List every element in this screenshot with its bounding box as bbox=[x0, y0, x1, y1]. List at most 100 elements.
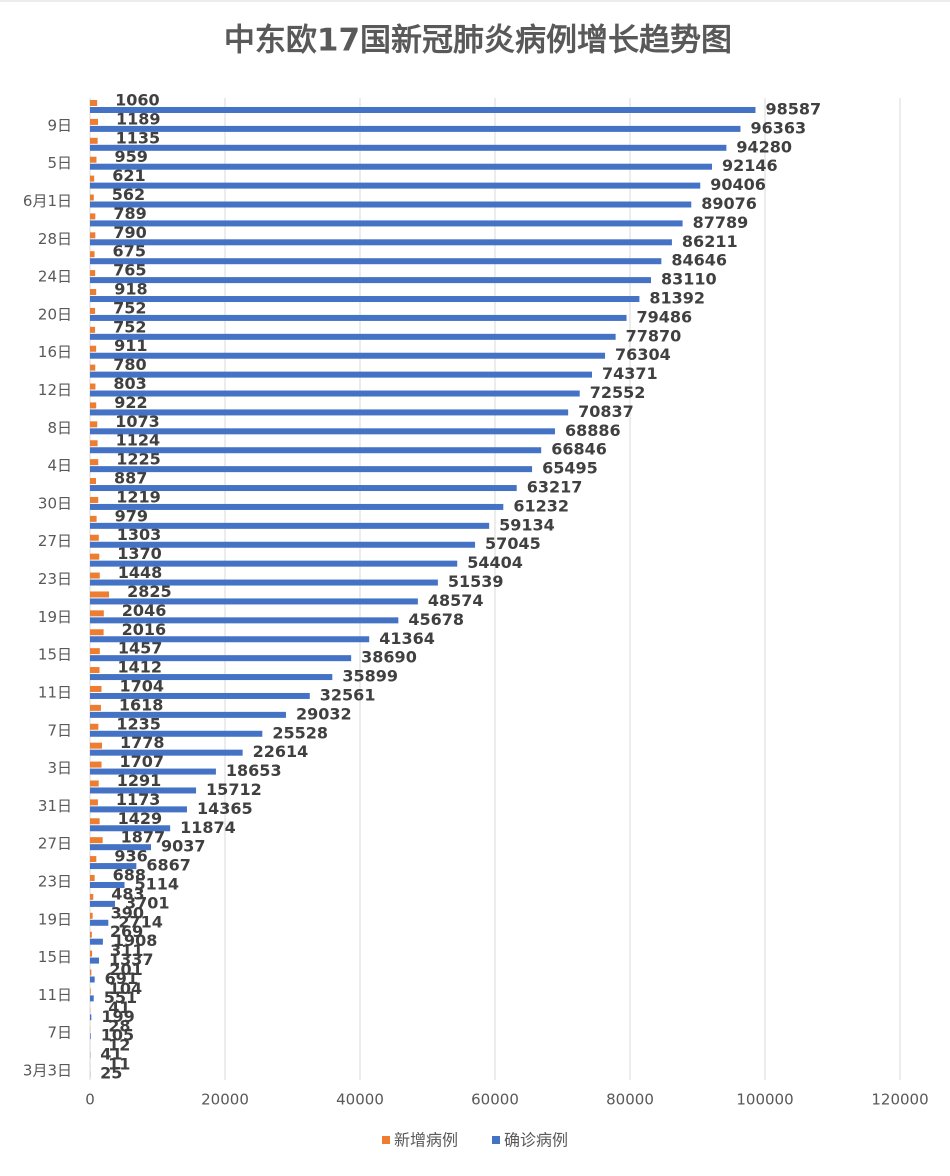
data-label: 35899 bbox=[342, 667, 398, 686]
data-label: 83110 bbox=[661, 270, 717, 289]
x-tick-label: 40000 bbox=[336, 1091, 384, 1109]
data-label: 15712 bbox=[206, 780, 262, 799]
bar bbox=[90, 932, 92, 938]
data-label: 63217 bbox=[527, 478, 583, 497]
bar bbox=[90, 213, 95, 219]
data-label: 92146 bbox=[722, 156, 778, 175]
bar bbox=[90, 894, 93, 900]
bar bbox=[90, 258, 661, 264]
bar bbox=[90, 951, 92, 957]
bar bbox=[90, 485, 517, 491]
bar bbox=[90, 762, 102, 768]
data-label: 11874 bbox=[180, 818, 236, 837]
bar bbox=[90, 126, 740, 132]
y-tick-label: 15日 bbox=[38, 646, 72, 664]
y-tick-label: 27日 bbox=[38, 835, 72, 853]
data-label: 54404 bbox=[467, 553, 523, 572]
bar bbox=[90, 591, 109, 597]
bar bbox=[90, 667, 100, 673]
bar bbox=[90, 920, 108, 926]
data-label: 1060 bbox=[115, 91, 160, 110]
data-label: 41364 bbox=[379, 629, 435, 648]
bar bbox=[90, 573, 100, 579]
bar bbox=[90, 327, 95, 333]
bar bbox=[90, 138, 98, 144]
y-tick-label: 23日 bbox=[38, 570, 72, 588]
bar bbox=[90, 743, 102, 749]
bar bbox=[90, 497, 98, 503]
bar bbox=[90, 995, 94, 1001]
bar bbox=[90, 561, 457, 567]
bar bbox=[90, 787, 196, 793]
bar bbox=[90, 447, 541, 453]
y-tick-label: 19日 bbox=[38, 608, 72, 626]
bar bbox=[90, 308, 95, 314]
data-label: 72552 bbox=[590, 383, 646, 402]
data-label: 3701 bbox=[125, 893, 170, 912]
bar bbox=[90, 610, 104, 616]
bar bbox=[90, 580, 438, 586]
data-label: 98587 bbox=[765, 100, 821, 119]
bar bbox=[90, 251, 95, 257]
data-label: 68886 bbox=[565, 421, 621, 440]
x-tick-label: 60000 bbox=[471, 1091, 519, 1109]
data-label: 5114 bbox=[135, 874, 180, 893]
bar bbox=[90, 365, 95, 371]
y-tick-label: 28日 bbox=[38, 230, 72, 248]
data-label: 70837 bbox=[578, 402, 634, 421]
bar bbox=[90, 428, 555, 434]
y-tick-label: 11日 bbox=[38, 683, 72, 701]
y-tick-label: 23日 bbox=[38, 872, 72, 890]
bar bbox=[90, 232, 95, 238]
data-label: 1337 bbox=[109, 950, 154, 969]
y-tick-label: 24日 bbox=[38, 268, 72, 286]
y-tick-label: 19日 bbox=[38, 910, 72, 928]
bar bbox=[90, 176, 94, 182]
data-label: 2714 bbox=[118, 912, 163, 931]
bar bbox=[90, 440, 98, 446]
bar bbox=[90, 296, 639, 302]
data-label: 14365 bbox=[197, 799, 253, 818]
bar bbox=[90, 724, 98, 730]
y-tick-label: 20日 bbox=[38, 305, 72, 323]
data-label: 57045 bbox=[485, 534, 541, 553]
bar bbox=[90, 1033, 91, 1039]
bar bbox=[90, 686, 102, 692]
data-label: 66846 bbox=[551, 440, 607, 459]
bar bbox=[90, 750, 243, 756]
data-label: 105 bbox=[101, 1026, 134, 1045]
data-label: 25528 bbox=[272, 723, 328, 742]
bar bbox=[90, 353, 605, 359]
bar bbox=[90, 674, 332, 680]
x-tick-label: 120000 bbox=[871, 1091, 928, 1109]
bar bbox=[90, 516, 97, 522]
legend-swatch bbox=[492, 1136, 500, 1144]
bar bbox=[90, 780, 99, 786]
bar bbox=[90, 523, 489, 529]
bar bbox=[90, 882, 125, 888]
bar bbox=[90, 239, 672, 245]
y-tick-label: 3日 bbox=[47, 759, 72, 777]
bar bbox=[90, 183, 700, 189]
bar bbox=[90, 119, 98, 125]
data-label: 74371 bbox=[602, 364, 658, 383]
bar bbox=[90, 107, 755, 113]
data-label: 45678 bbox=[408, 610, 464, 629]
bar bbox=[90, 875, 95, 881]
bar bbox=[90, 617, 398, 623]
bar bbox=[90, 372, 592, 378]
bar bbox=[90, 466, 532, 472]
bar bbox=[90, 969, 91, 975]
bar bbox=[90, 145, 726, 151]
y-tick-label: 16日 bbox=[38, 343, 72, 361]
bar bbox=[90, 402, 96, 408]
y-tick-label: 7日 bbox=[47, 721, 72, 739]
bar bbox=[90, 504, 503, 510]
chart-title: 中东欧17国新冠肺炎病例增长趋势图 bbox=[224, 23, 732, 59]
bar bbox=[90, 270, 95, 276]
x-tick-label: 80000 bbox=[606, 1091, 654, 1109]
bar bbox=[90, 598, 418, 604]
y-tick-label: 15日 bbox=[38, 948, 72, 966]
legend-label: 新增病例 bbox=[394, 1131, 458, 1150]
legend-label: 确诊病例 bbox=[504, 1131, 568, 1150]
